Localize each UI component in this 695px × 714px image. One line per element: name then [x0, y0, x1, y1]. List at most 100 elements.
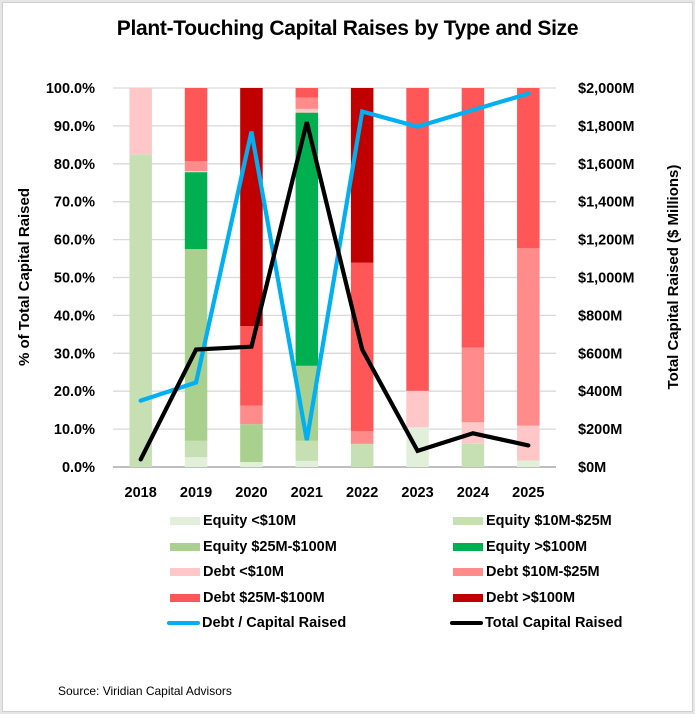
bar-segment — [240, 88, 263, 327]
y-tick-label: 0.0% — [62, 460, 95, 476]
y2-tick-label: $400M — [578, 384, 622, 400]
bar-segment — [461, 347, 485, 423]
y2-tick-label: $0M — [578, 460, 606, 476]
chart-title: Plant-Touching Capital Raises by Type an… — [116, 17, 579, 40]
y-tick-label: 60.0% — [54, 233, 95, 249]
bar-segment — [240, 424, 263, 463]
legend-item: Equity $25M-$100M — [170, 536, 337, 558]
bar-segment — [406, 390, 429, 428]
bar-segment — [295, 365, 319, 441]
x-tick-label: 2020 — [235, 485, 267, 501]
bar-segment — [295, 112, 319, 366]
legend-item: Equity >$100M — [453, 536, 587, 558]
bar-segment — [406, 88, 429, 391]
legend-swatch — [453, 568, 483, 576]
legend-swatch — [170, 542, 200, 551]
bar-segment — [240, 462, 263, 467]
bar-segment — [295, 108, 319, 113]
legend-item: Debt / Capital Raised — [167, 612, 346, 634]
bar-segment — [295, 97, 319, 109]
bar-segment — [461, 443, 485, 467]
y-tick-label: 80.0% — [54, 157, 95, 173]
y-tick-label: 40.0% — [54, 308, 95, 324]
y-axis-title: % of Total Capital Raised — [16, 188, 33, 366]
y2-tick-label: $1,400M — [578, 195, 634, 211]
legend-item: Equity $10M-$25M — [453, 510, 612, 532]
bar-segment — [350, 443, 374, 467]
legend-label: Equity $10M-$25M — [486, 513, 612, 529]
total-capital-line — [138, 121, 531, 462]
bar-segment — [184, 249, 208, 441]
bar-segment — [517, 88, 540, 249]
legend-line-swatch — [167, 621, 200, 625]
y-tick-label: 50.0% — [54, 271, 95, 287]
x-tick-label: 2025 — [512, 485, 544, 501]
y-tick-label: 10.0% — [54, 422, 95, 438]
bar-segment — [184, 440, 208, 458]
y-tick-label: 90.0% — [54, 119, 95, 135]
legend-label: Equity $25M-$100M — [203, 538, 337, 555]
legend-label: Total Capital Raised — [485, 615, 623, 631]
x-tick-label: 2022 — [346, 485, 378, 501]
bar-segment — [295, 440, 319, 461]
bar-segment — [129, 88, 152, 155]
legend-swatch — [170, 593, 200, 602]
bar-segment — [184, 457, 208, 467]
x-tick-label: 2019 — [180, 485, 212, 501]
bar-segment — [461, 88, 485, 348]
legend-label: Equity <$10M — [203, 513, 297, 529]
legend-swatch — [170, 517, 200, 525]
legend-swatch — [453, 542, 483, 551]
legend-label: Debt <$10M — [203, 564, 284, 580]
legend-item: Total Capital Raised — [450, 612, 623, 634]
y2-tick-label: $200M — [578, 422, 622, 438]
y2-tick-label: $2,000M — [578, 81, 634, 97]
legend-item: Equity <$10M — [170, 510, 296, 532]
bar-segment — [184, 88, 208, 162]
y2-tick-label: $1,200M — [578, 233, 634, 249]
bar-segment — [350, 430, 374, 444]
legend-item: Debt $10M-$25M — [453, 561, 600, 583]
bar-segment — [184, 171, 208, 173]
legend-label: Debt $25M-$100M — [203, 589, 325, 606]
y-axis-ticks: 0.0% 10.0% 20.0% 30.0% 40.0% 50.0% 60.0% 70.0% 8… — [46, 81, 95, 476]
y2-tick-label: $1,800M — [578, 119, 634, 135]
x-tick-label: 2021 — [291, 485, 323, 501]
y2-axis-title: Total Capital Raised ($ Millions) — [665, 165, 682, 390]
bar-segment — [350, 88, 374, 263]
legend-label: Debt / Capital Raised — [202, 615, 347, 631]
legend-swatch — [453, 517, 483, 525]
y-tick-label: 30.0% — [54, 346, 95, 362]
legend-label: Debt $10M-$25M — [486, 564, 600, 580]
y-tick-label: 100.0% — [46, 81, 95, 97]
y2-tick-label: $600M — [578, 346, 622, 362]
y2-tick-label: $1,000M — [578, 271, 634, 287]
bar-segment — [129, 154, 152, 467]
legend-label: Debt >$100M — [486, 589, 576, 606]
bar-segment — [517, 248, 540, 426]
bar-segment — [295, 460, 319, 467]
x-tick-label: 2023 — [401, 485, 433, 501]
bar-segment — [517, 425, 540, 461]
legend-item: Debt >$100M — [453, 587, 575, 609]
bar-segment — [240, 405, 263, 425]
legend-label: Equity >$100M — [486, 538, 588, 555]
bar-segment — [184, 172, 208, 250]
source-note: Source: Viridian Capital Advisors — [58, 684, 232, 698]
y2-axis-ticks: $0M $200M $400M $600M $800M $1,000M $1,200M $1,… — [578, 81, 634, 476]
y2-tick-label: $800M — [578, 308, 622, 324]
x-axis-ticks: 2018 2019 2020 2021 2022 2023 2024 2025 — [125, 485, 545, 501]
bar-segment — [517, 460, 540, 467]
bar-segment — [184, 161, 208, 172]
legend-swatch — [453, 593, 483, 602]
debt-ratio-line — [138, 91, 531, 441]
y-tick-label: 20.0% — [54, 384, 95, 400]
legend-item: Debt $25M-$100M — [170, 587, 325, 609]
legend-line-swatch — [450, 621, 483, 625]
y2-tick-label: $1,600M — [578, 157, 634, 173]
x-tick-label: 2024 — [457, 485, 489, 501]
x-tick-label: 2018 — [125, 485, 157, 501]
bar-segment — [295, 88, 319, 98]
